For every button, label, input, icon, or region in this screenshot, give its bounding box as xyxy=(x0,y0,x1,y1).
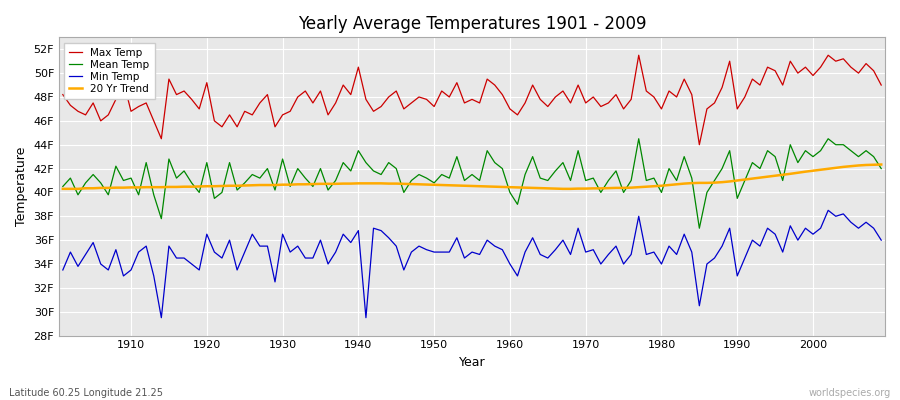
Text: Latitude 60.25 Longitude 21.25: Latitude 60.25 Longitude 21.25 xyxy=(9,388,163,398)
Min Temp xyxy=(512,274,523,278)
Mean Temp xyxy=(876,166,886,171)
20 Yr Trend xyxy=(330,182,341,186)
Line: Mean Temp: Mean Temp xyxy=(63,139,881,228)
Line: 20 Yr Trend: 20 Yr Trend xyxy=(63,164,881,189)
20 Yr Trend xyxy=(876,162,886,167)
Max Temp xyxy=(497,92,508,97)
Min Temp xyxy=(603,252,614,257)
Min Temp xyxy=(156,315,166,320)
20 Yr Trend xyxy=(58,186,68,191)
Mean Temp xyxy=(284,184,295,189)
Mean Temp xyxy=(118,178,129,183)
20 Yr Trend xyxy=(284,182,295,187)
Mean Temp xyxy=(634,136,644,141)
Max Temp xyxy=(876,83,886,88)
X-axis label: Year: Year xyxy=(459,356,485,369)
20 Yr Trend xyxy=(497,184,508,189)
20 Yr Trend xyxy=(596,186,607,191)
Mean Temp xyxy=(596,190,607,195)
Mean Temp xyxy=(330,178,341,183)
Min Temp xyxy=(58,268,68,272)
Mean Temp xyxy=(505,190,516,195)
Text: worldspecies.org: worldspecies.org xyxy=(809,388,891,398)
Max Temp xyxy=(330,100,341,105)
Max Temp xyxy=(118,79,129,84)
Y-axis label: Temperature: Temperature xyxy=(15,147,28,226)
Title: Yearly Average Temperatures 1901 - 2009: Yearly Average Temperatures 1901 - 2009 xyxy=(298,15,646,33)
Line: Min Temp: Min Temp xyxy=(63,210,881,318)
Max Temp xyxy=(505,106,516,111)
Line: Max Temp: Max Temp xyxy=(63,55,881,145)
Min Temp xyxy=(876,238,886,242)
Min Temp xyxy=(118,274,129,278)
Min Temp xyxy=(338,232,348,236)
Min Temp xyxy=(292,244,303,248)
Max Temp xyxy=(58,92,68,97)
Mean Temp xyxy=(694,226,705,231)
Mean Temp xyxy=(58,184,68,189)
Min Temp xyxy=(505,262,516,266)
Legend: Max Temp, Mean Temp, Min Temp, 20 Yr Trend: Max Temp, Mean Temp, Min Temp, 20 Yr Tre… xyxy=(64,42,155,99)
Max Temp xyxy=(694,142,705,147)
Mean Temp xyxy=(497,166,508,171)
Min Temp xyxy=(823,208,833,213)
Max Temp xyxy=(284,109,295,114)
20 Yr Trend xyxy=(118,185,129,190)
Max Temp xyxy=(634,53,644,58)
Max Temp xyxy=(596,104,607,109)
20 Yr Trend xyxy=(505,185,516,190)
